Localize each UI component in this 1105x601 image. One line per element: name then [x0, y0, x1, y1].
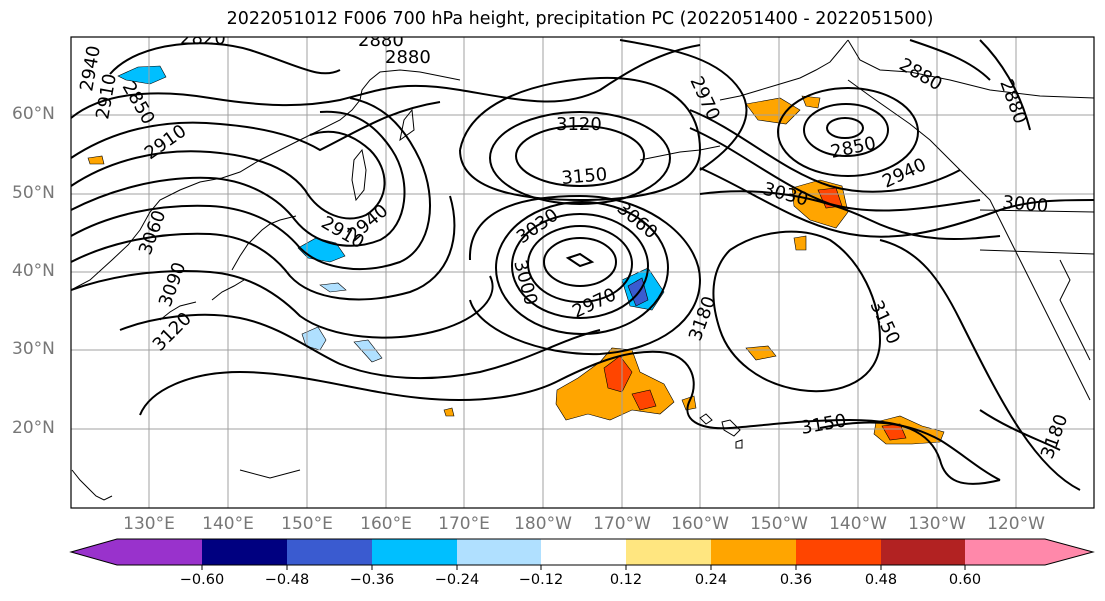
lon-label: 120°W — [987, 514, 1045, 534]
lon-label: 150°W — [750, 514, 808, 534]
colorbar-swatch — [796, 539, 881, 565]
contour-label: 2940 — [879, 154, 929, 192]
colorbar-swatch — [711, 539, 796, 565]
neg-anomaly-region — [353, 339, 383, 363]
pos-anomaly-region — [603, 355, 633, 393]
contour-label: 3030 — [761, 179, 811, 211]
colorbar-tick-label: 0.36 — [779, 572, 813, 588]
colorbar-tick-label: 0.24 — [694, 572, 728, 588]
lat-label: 60°N — [12, 104, 55, 124]
lon-label: 170°E — [438, 514, 490, 534]
colorbar-tick-label: −0.60 — [179, 572, 225, 588]
colorbar-outline — [69, 538, 1095, 566]
pos-anomaly-region — [801, 95, 821, 109]
colorbar-tick-label: −0.36 — [349, 572, 395, 588]
contour-label: 3000 — [509, 258, 541, 308]
contour-label: 3150 — [865, 297, 903, 347]
neg-anomaly-region — [301, 326, 327, 351]
contour-label: 2850 — [118, 78, 159, 128]
lat-label: 20°N — [12, 418, 55, 438]
lon-label: 140°E — [202, 514, 254, 534]
colorbar-swatch — [965, 539, 1045, 565]
colorbar-tick-label: −0.48 — [264, 572, 310, 588]
pos-anomaly-region — [443, 407, 455, 417]
colorbar-swatch — [117, 539, 202, 565]
contour-label: 3150 — [799, 410, 848, 439]
map-plot-area: 2820 2880 2940 2910 2850 2910 2880 2970 … — [71, 28, 1094, 508]
lon-label: 180°W — [514, 514, 572, 534]
lat-label: 30°N — [12, 339, 55, 359]
map-title: 2022051012 F006 700 hPa height, precipit… — [226, 9, 934, 29]
colorbar — [69, 538, 1095, 570]
lon-label: 150°E — [281, 514, 333, 534]
pos-anomaly-region — [745, 345, 777, 361]
map-frame — [70, 36, 1095, 509]
pos-anomaly-region — [793, 235, 807, 251]
contour-label: 3090 — [155, 259, 190, 309]
lon-label: 160°W — [671, 514, 729, 534]
colorbar-extend-low — [71, 539, 117, 565]
contour-label: 2880 — [385, 47, 431, 68]
pos-anomaly-region — [87, 155, 105, 165]
contour-label: 2880 — [896, 54, 946, 95]
contour-label: 2880 — [358, 30, 404, 51]
lon-label: 160°E — [360, 514, 412, 534]
lon-label: 140°W — [829, 514, 887, 534]
pos-anomaly-region — [631, 389, 657, 411]
colorbar-tick-label: 0.12 — [609, 572, 643, 588]
lat-label: 50°N — [12, 183, 55, 203]
colorbar-tick-label: 0.60 — [948, 572, 982, 588]
colorbar-tick-label: 0.48 — [864, 572, 898, 588]
contour-label: 3180 — [685, 293, 720, 343]
colorbar-extend-high — [1045, 539, 1093, 565]
contour-label: 2880 — [995, 77, 1030, 127]
colorbar-tick-label: −0.24 — [434, 572, 480, 588]
contour-label: 2940 — [344, 200, 393, 246]
contour-label: 2820 — [180, 28, 226, 49]
contour-label: 3060 — [135, 207, 170, 257]
colorbar-swatch — [626, 539, 711, 565]
neg-anomaly-region — [117, 65, 167, 85]
colorbar-swatch — [202, 539, 287, 565]
colorbar-swatch — [541, 539, 626, 565]
colorbar-swatch — [287, 539, 372, 565]
colorbar-swatch — [881, 539, 965, 565]
contour-label: 3120 — [556, 114, 602, 135]
height-contours — [71, 39, 1094, 491]
neg-anomaly-region — [319, 282, 347, 293]
contour-label: 3150 — [561, 164, 608, 189]
colorbar-swatch — [457, 539, 541, 565]
colorbar-swatch — [372, 539, 457, 565]
lat-label: 40°N — [12, 261, 55, 281]
lon-label: 130°E — [123, 514, 175, 534]
lon-label: 130°W — [908, 514, 966, 534]
colorbar-tick-label: −0.12 — [518, 572, 564, 588]
coastlines — [71, 39, 1094, 501]
lon-label: 170°W — [593, 514, 651, 534]
contour-label: 3000 — [1002, 192, 1049, 217]
pos-anomaly-region — [745, 97, 801, 125]
contour-label: 3180 — [1037, 411, 1072, 461]
